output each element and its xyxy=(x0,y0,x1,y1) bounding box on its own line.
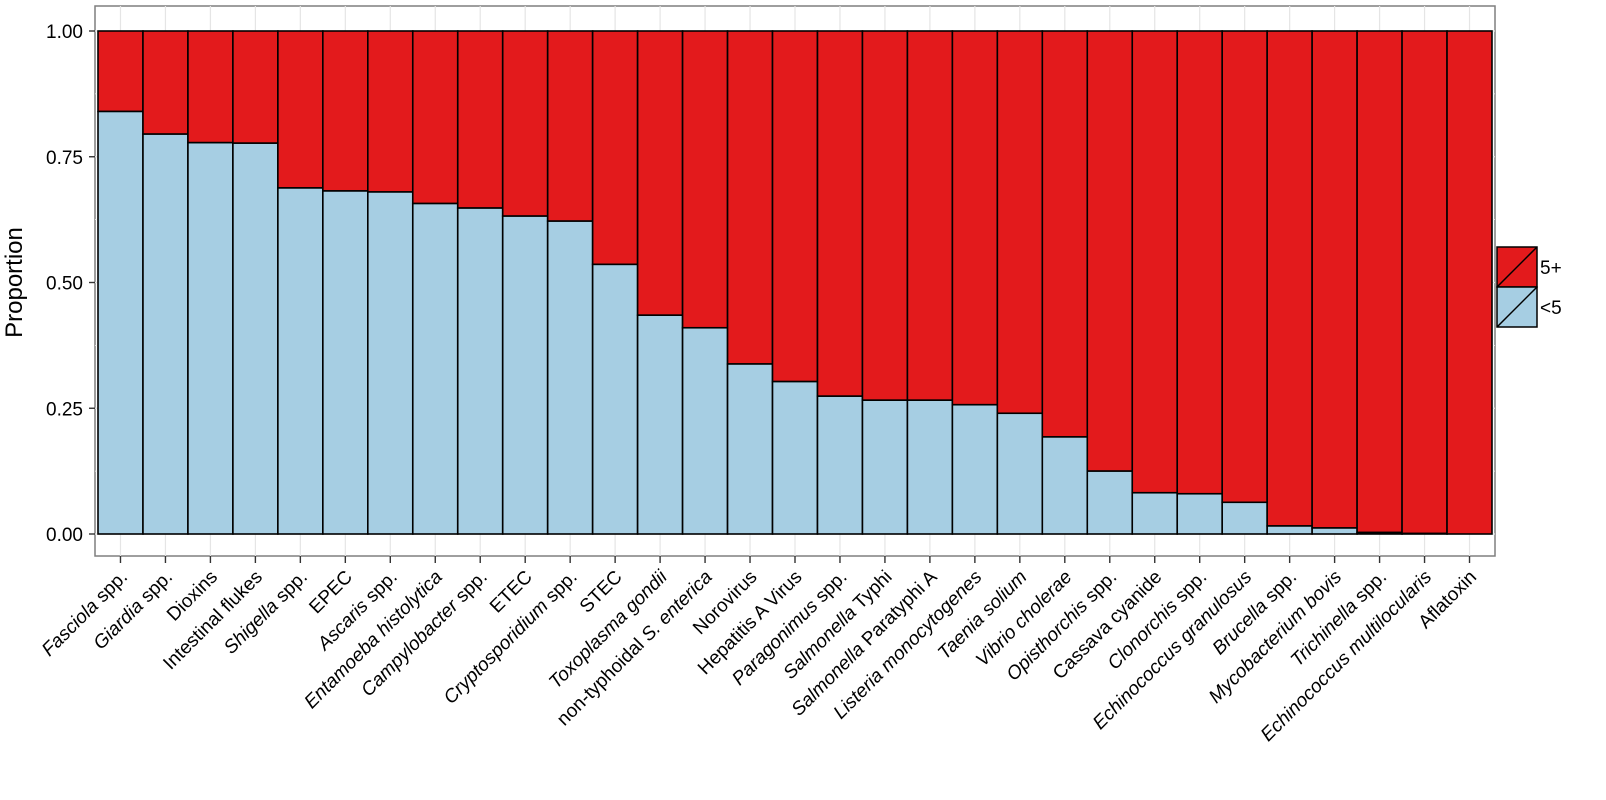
bars xyxy=(97,30,1493,535)
bar-segment-5plus xyxy=(1266,30,1313,527)
bar-segment-under5 xyxy=(591,263,639,535)
bar-segment-5plus xyxy=(861,30,909,402)
bar-segment-under5 xyxy=(367,191,414,535)
bar-segment-under5 xyxy=(546,220,594,535)
bar-segment-5plus xyxy=(456,30,504,209)
bar-segment-5plus xyxy=(142,30,189,135)
bar-segment-5plus xyxy=(501,30,549,217)
y-axis-title: Proportion xyxy=(1,227,28,338)
bar-segment-5plus xyxy=(771,30,819,383)
bar-segment-5plus xyxy=(591,30,639,266)
y-tick-label: 0.00 xyxy=(46,525,83,546)
bar-segment-under5 xyxy=(1311,527,1358,535)
legend-key-slash xyxy=(1496,246,1538,288)
bar-segment-5plus xyxy=(1176,30,1223,495)
bar-segment-under5 xyxy=(1131,491,1179,535)
bar-segment-under5 xyxy=(97,110,144,535)
bar-segment-5plus xyxy=(1446,30,1493,535)
bar-segment-under5 xyxy=(142,133,189,535)
bar-segment-under5 xyxy=(411,202,459,535)
y-tick-label: 0.50 xyxy=(46,274,83,295)
bar-segment-5plus xyxy=(996,30,1044,415)
bar-segment-under5 xyxy=(1176,492,1223,535)
bar-segment-under5 xyxy=(1041,436,1089,535)
bar-segment-under5 xyxy=(1266,525,1313,535)
bar-segment-under5 xyxy=(1356,531,1403,535)
bar-segment-5plus xyxy=(1086,30,1134,472)
bar-segment-under5 xyxy=(501,215,549,535)
bar-segment-under5 xyxy=(681,326,729,535)
bar-segment-5plus xyxy=(816,30,864,397)
bar-segment-under5 xyxy=(322,190,369,535)
bar-segment-5plus xyxy=(367,30,414,193)
bar-segment-under5 xyxy=(1401,532,1448,535)
bar-segment-5plus xyxy=(1356,30,1403,534)
bar-segment-under5 xyxy=(726,363,774,535)
x-axis: Fasciola spp.Giardia spp.DioxinsIntestin… xyxy=(38,556,1481,746)
x-tick-label-part: Fasciola xyxy=(38,596,103,661)
y-tick-label: 1.00 xyxy=(46,22,83,43)
bar-segment-under5 xyxy=(861,399,909,535)
bar-segment-5plus xyxy=(906,30,954,402)
bar-segment-5plus xyxy=(277,30,324,189)
bar-segment-5plus xyxy=(232,30,279,144)
bar-segment-5plus xyxy=(546,30,594,222)
bar-segment-5plus xyxy=(1041,30,1089,438)
bar-segment-under5 xyxy=(456,207,504,535)
legend-label: 5+ xyxy=(1540,258,1562,279)
y-tick-label: 0.75 xyxy=(46,148,83,169)
bar-segment-under5 xyxy=(1221,501,1268,535)
bar-segment-under5 xyxy=(996,412,1044,535)
bar-segment-under5 xyxy=(906,399,954,535)
bar-segment-5plus xyxy=(322,30,369,192)
legend-key-slash xyxy=(1496,286,1538,328)
bar-segment-under5 xyxy=(277,187,324,535)
legend-label: <5 xyxy=(1540,298,1562,319)
bar-segment-under5 xyxy=(636,314,684,535)
bar-segment-5plus xyxy=(681,30,729,329)
bar-segment-5plus xyxy=(411,30,459,205)
bar-segment-under5 xyxy=(816,395,864,535)
bar-segment-5plus xyxy=(1221,30,1268,504)
bar-segment-5plus xyxy=(1131,30,1179,494)
bar-segment-under5 xyxy=(771,380,819,535)
bar-segment-5plus xyxy=(97,30,144,113)
bar-segment-5plus xyxy=(1311,30,1358,529)
legend: 5+ <5 xyxy=(1496,246,1562,328)
bar-segment-5plus xyxy=(726,30,774,365)
y-axis: 0.00 0.25 0.50 0.75 1.00 xyxy=(46,22,95,546)
bar-segment-under5 xyxy=(187,141,234,535)
y-tick-label: 0.25 xyxy=(46,399,83,420)
bar-segment-5plus xyxy=(951,30,999,406)
bar-segment-5plus xyxy=(1401,30,1448,535)
bar-segment-5plus xyxy=(187,30,234,144)
bar-segment-under5 xyxy=(1086,470,1134,535)
bar-segment-under5 xyxy=(951,403,999,535)
bar-segment-5plus xyxy=(636,30,684,316)
bar-segment-under5 xyxy=(232,142,279,535)
